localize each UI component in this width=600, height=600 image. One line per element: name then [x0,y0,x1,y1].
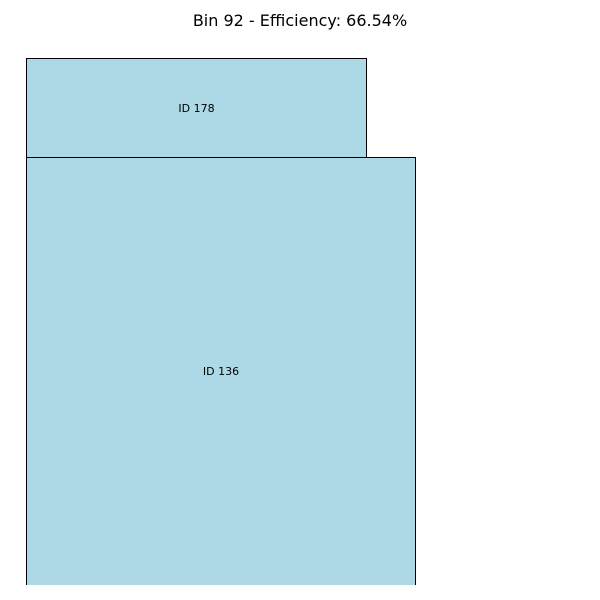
packed-item-136: ID 136 [26,157,416,585]
item-label-136: ID 136 [202,365,240,378]
bin-title: Bin 92 - Efficiency: 66.54% [192,11,408,30]
packed-item-178: ID 178 [26,58,367,158]
item-label-178: ID 178 [178,101,215,115]
